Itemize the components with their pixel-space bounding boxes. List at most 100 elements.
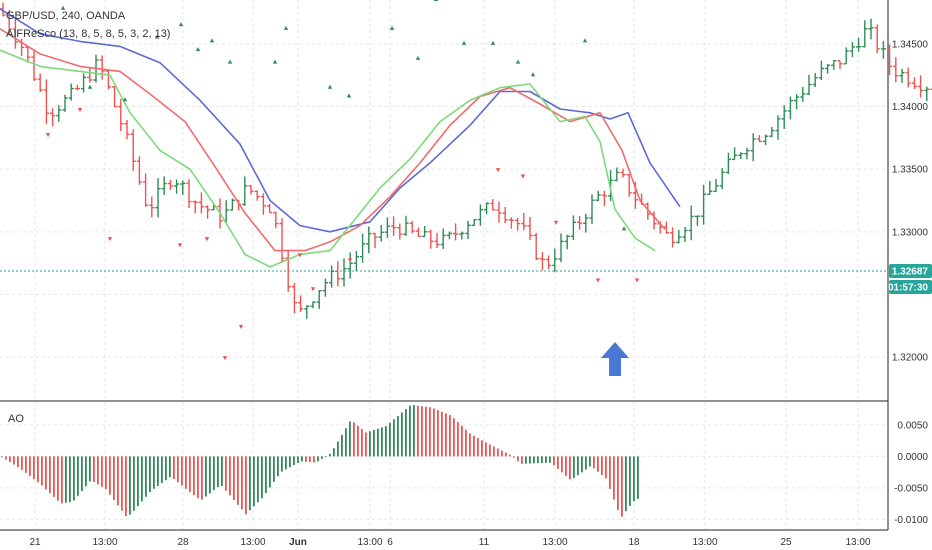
ao-bar <box>513 456 515 458</box>
ao-bar <box>69 456 71 503</box>
ao-bar <box>29 456 31 477</box>
ohlc-bar <box>99 55 105 80</box>
fractal-down-marker <box>347 258 353 263</box>
ao-bar <box>77 456 79 496</box>
ohlc-bar <box>298 295 304 312</box>
ohlc-bar <box>577 216 583 230</box>
ao-bar <box>265 456 267 494</box>
ao-bar <box>385 426 387 457</box>
fractal-down-marker <box>222 356 228 361</box>
ao-bar <box>397 415 399 457</box>
ao-bar <box>477 438 479 457</box>
ao-bar <box>357 425 359 457</box>
fractal-up-marker <box>621 226 627 231</box>
time-tick-label: 28 <box>177 537 189 548</box>
ao-bar <box>21 456 23 470</box>
ohlc-bar <box>62 94 68 112</box>
ohlc-bar <box>905 67 911 88</box>
ao-bar <box>129 456 131 515</box>
ohlc-bar <box>434 232 440 248</box>
ohlc-bar <box>843 47 849 65</box>
ao-bar <box>485 442 487 457</box>
ao-bar <box>569 456 571 480</box>
ao-bar <box>169 456 171 478</box>
ohlc-bar <box>37 73 43 92</box>
ohlc-bar <box>12 19 18 49</box>
ao-bar <box>409 405 411 457</box>
ohlc-bar <box>775 115 781 140</box>
ao-bar <box>493 446 495 457</box>
fractal-down-marker <box>45 133 51 138</box>
ohlc-bar <box>682 226 688 242</box>
ao-bar <box>597 456 599 472</box>
ohlc-bar <box>806 74 812 96</box>
fractal-up-marker <box>272 59 278 64</box>
ohlc-bar <box>31 49 37 81</box>
ao-axis-labels: 0.0050 0.0000 -0.0050 -0.0100 <box>894 420 928 525</box>
ao-bar <box>9 456 11 463</box>
ao-bar <box>189 456 191 493</box>
ao-bar <box>161 456 163 484</box>
ao-bar <box>301 456 303 462</box>
ao-bar <box>625 456 627 512</box>
ohlc-bar <box>415 227 421 238</box>
ohlc-bar <box>229 198 235 211</box>
symbol-title[interactable]: GBP/USD, 240, OANDA <box>6 10 126 22</box>
ao-bar <box>101 456 103 487</box>
ao-bar <box>197 456 199 499</box>
ohlc-bar <box>899 68 905 83</box>
ao-bar <box>329 453 331 457</box>
fractal-down-marker <box>595 278 601 283</box>
indicator-legend[interactable]: AIFReSco (13, 8, 5, 8, 5, 3, 2, 13) <box>6 28 171 40</box>
time-tick-label: 13:00 <box>845 537 870 548</box>
fractal-up-marker <box>461 40 467 45</box>
countdown-timer: 01:57:30 <box>888 283 928 294</box>
ohlc-bar <box>676 230 682 244</box>
ao-bar <box>65 456 67 503</box>
fractal-up-marker <box>515 59 521 64</box>
ao-bar <box>289 456 291 468</box>
ao-bar <box>257 456 259 503</box>
ohlc-bar <box>391 216 397 236</box>
time-tick-label: 13:00 <box>240 537 265 548</box>
ao-bar <box>157 456 159 486</box>
ohlc-bar <box>800 86 806 102</box>
timer-badge: 01:57:30 <box>888 280 932 295</box>
ohlc-bar <box>552 248 558 273</box>
ao-bar <box>185 456 187 489</box>
ohlc-bar <box>347 252 353 279</box>
ao-bar <box>273 456 275 482</box>
ao-bar <box>573 456 575 479</box>
ao-bar <box>277 456 279 477</box>
ao-bar <box>81 456 83 491</box>
ohlc-bar <box>614 167 620 182</box>
fractal-up-marker <box>60 5 66 10</box>
fractal-down-marker <box>634 278 640 283</box>
ao-bar <box>473 435 475 457</box>
fractal-down-marker <box>204 237 210 242</box>
ao-bar <box>445 413 447 457</box>
ohlc-bar <box>422 225 428 238</box>
ohlc-bar <box>260 193 266 215</box>
ao-bar <box>481 440 483 457</box>
ao-bar <box>453 418 455 457</box>
ohlc-bar <box>756 135 762 143</box>
ohlc-bar <box>787 96 793 120</box>
ohlc-bar <box>769 126 775 138</box>
ao-bar <box>577 456 579 476</box>
time-tick-label: 11 <box>479 537 490 548</box>
ao-bar <box>361 429 363 457</box>
price-tick-label: 1.33500 <box>892 165 929 176</box>
ao-pane-label[interactable]: AO <box>8 413 24 425</box>
ohlc-bar <box>471 218 477 227</box>
fractal-down-marker <box>310 287 316 292</box>
ohlc-bar <box>130 129 136 171</box>
ao-bar <box>561 456 563 473</box>
ohlc-bar <box>397 223 403 240</box>
ao-bar <box>137 456 139 507</box>
time-tick-label: 13:00 <box>92 537 117 548</box>
ohlc-bar <box>43 79 49 125</box>
ohlc-bar <box>645 202 651 220</box>
ohlc-bar <box>273 211 279 229</box>
